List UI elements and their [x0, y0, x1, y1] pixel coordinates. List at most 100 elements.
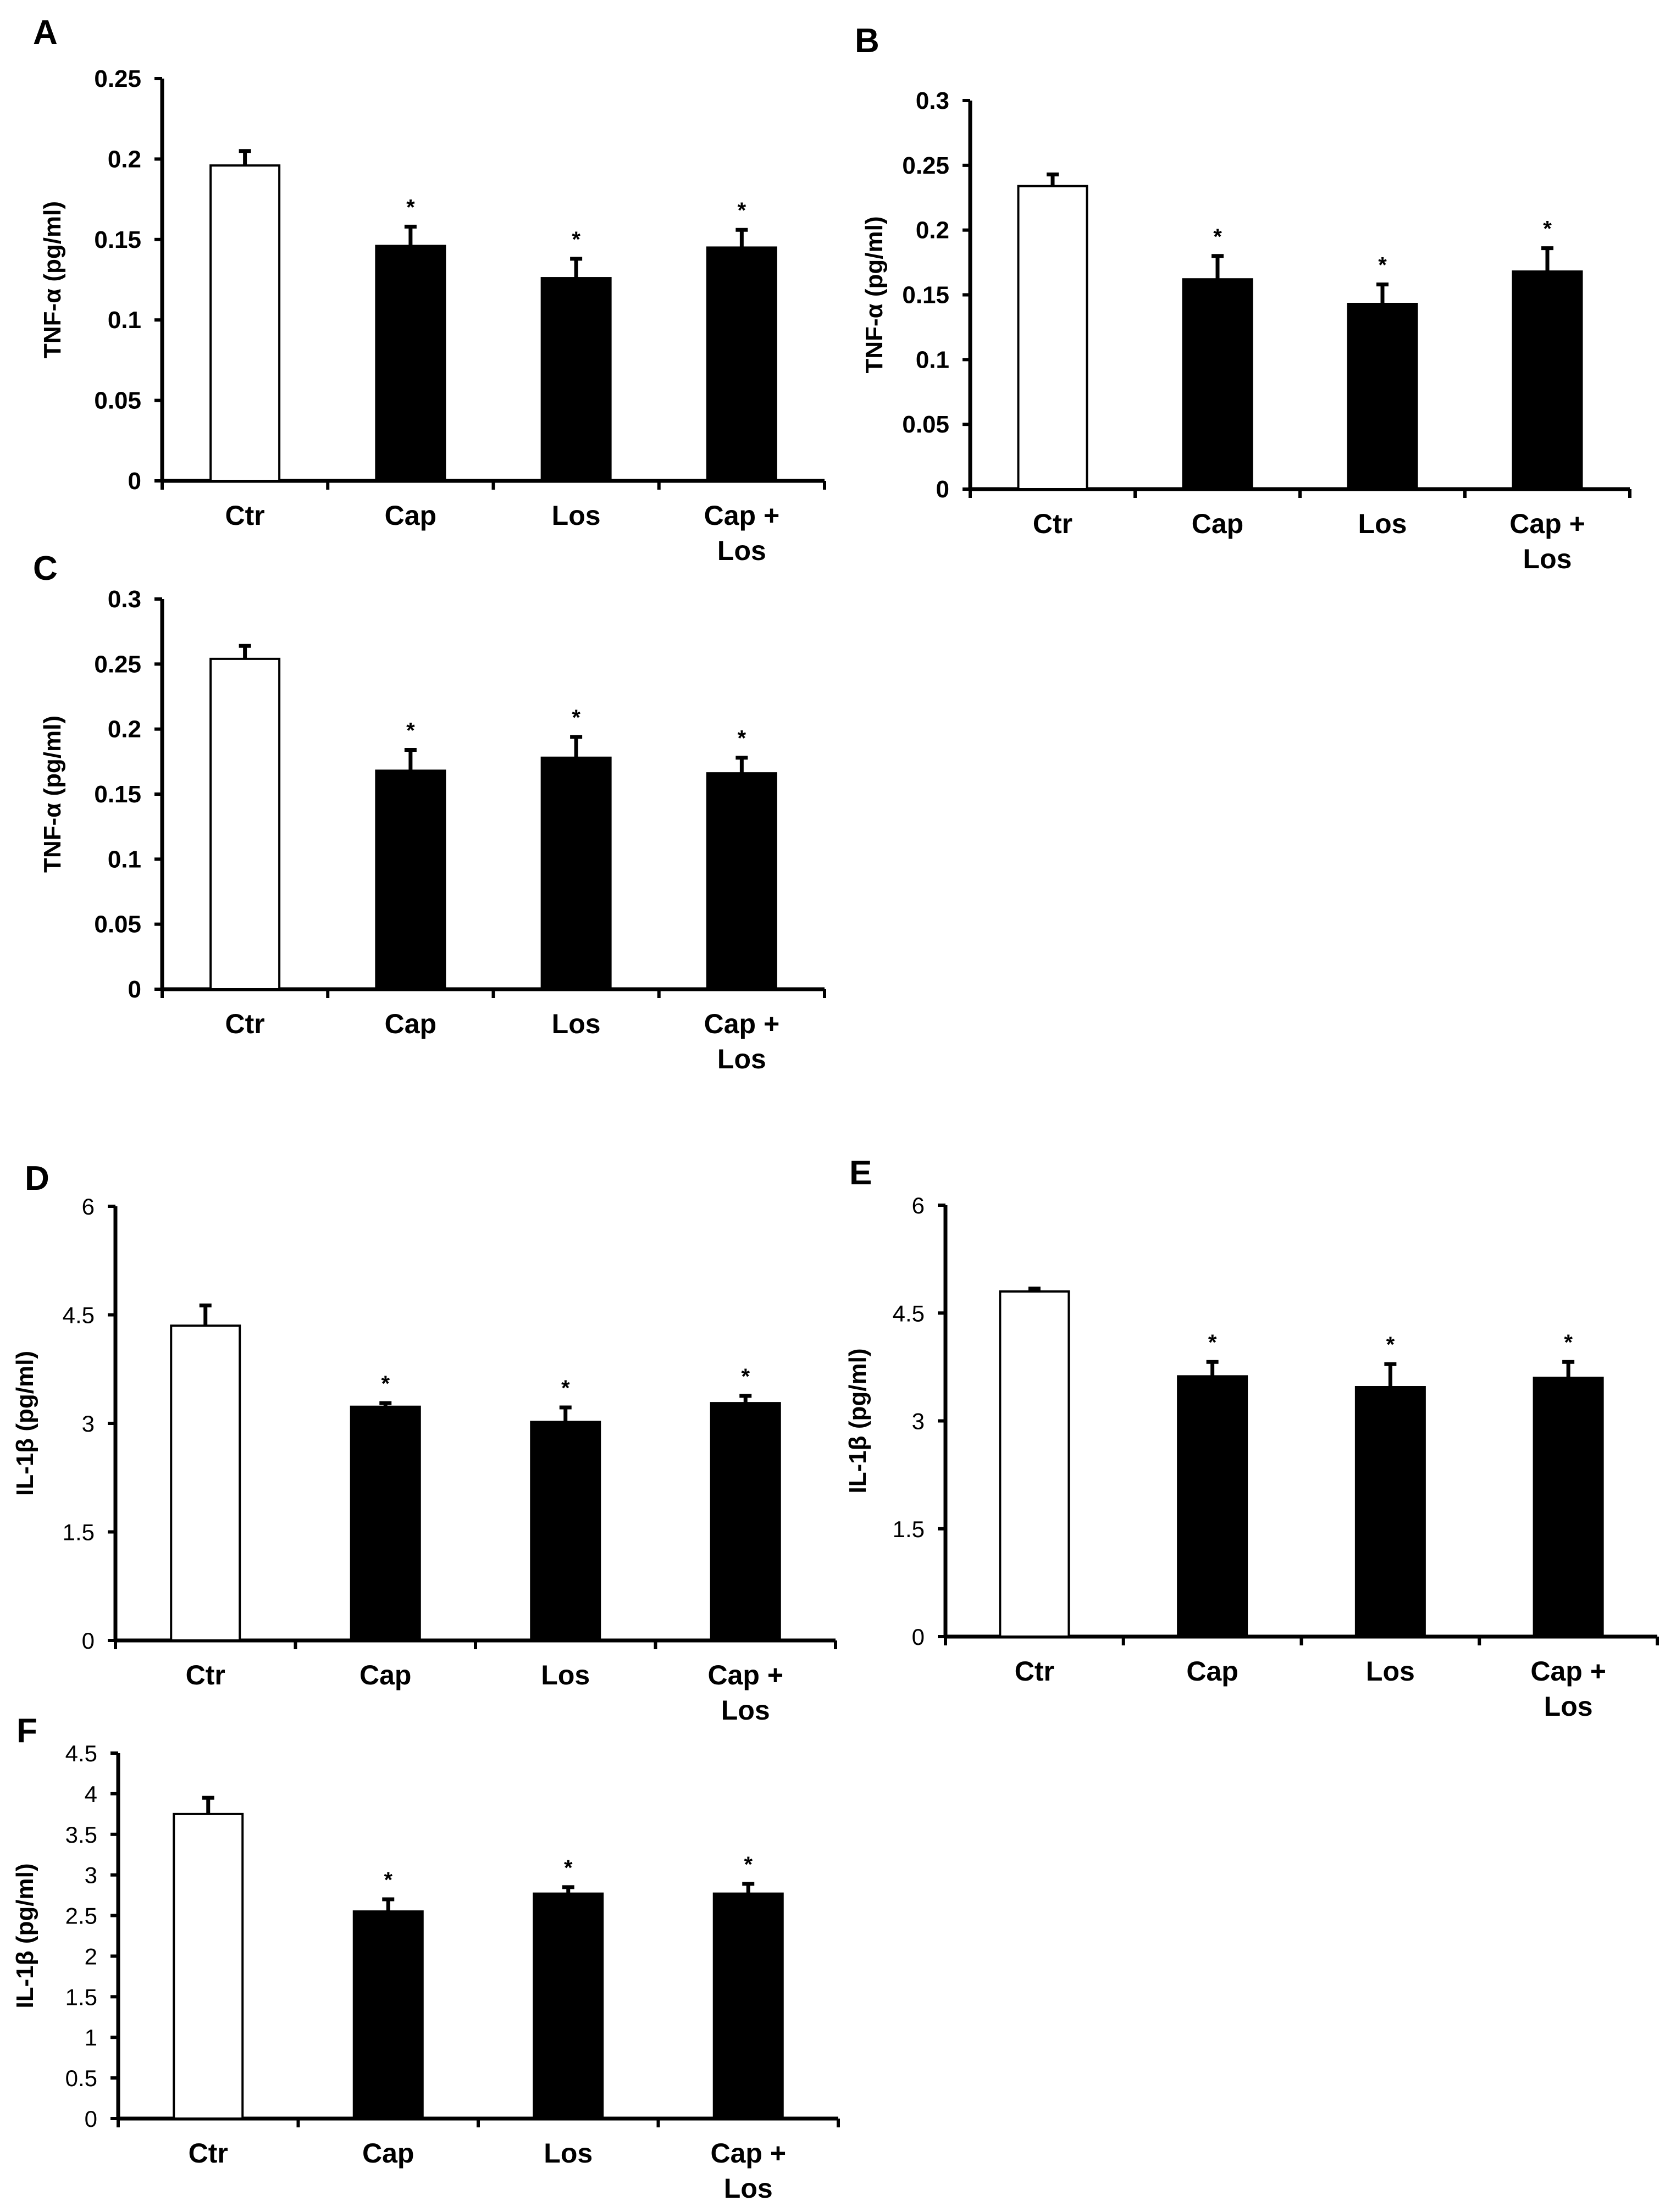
chart-panel-c: C 0 0.05 0.1 0.15 0.2 0.25 0.3 TNF-α (pg/ml) Ctr *… [33, 550, 826, 1074]
chart-panel-f: F 0 0.5 1 1.5 2 2.5 3 3.5 4 4.5 IL-1β (pg/ml) Ctr * Ca… [12, 1712, 840, 2204]
y-tick-label: 3 [82, 1411, 95, 1437]
significance-star: * [1386, 1333, 1395, 1357]
y-axis-label: IL-1β (pg/ml) [844, 1349, 871, 1494]
significance-star: * [381, 1372, 390, 1396]
significance-star: * [1213, 225, 1222, 249]
y-tick-label: 0.15 [902, 282, 949, 309]
panel-label: C [33, 550, 58, 587]
y-tick-label: 0 [912, 1624, 925, 1650]
y-tick-label: 0.25 [902, 152, 949, 179]
panel-label: B [855, 22, 880, 60]
y-tick-label: 4.5 [65, 1740, 97, 1766]
significance-star: * [572, 706, 580, 730]
x-category-label: Los [552, 500, 601, 531]
significance-star: * [738, 727, 746, 751]
x-category-label: Cap + Los [1530, 1656, 1606, 1722]
significance-star: * [561, 1376, 570, 1400]
significance-star: * [406, 195, 415, 219]
y-tick-label: 1 [85, 2025, 97, 2050]
y-tick-label: 4.5 [63, 1302, 95, 1328]
y-tick-label: 0.5 [65, 2065, 97, 2091]
significance-star: * [1543, 217, 1552, 241]
x-category-label: Los [544, 2138, 593, 2169]
bar-cap-los [1533, 1377, 1604, 1638]
x-category-label: Cap + Los [710, 2138, 786, 2204]
y-tick-label: 6 [82, 1194, 95, 1219]
y-tick-label: 0.1 [916, 346, 949, 373]
x-category-label: Cap [359, 1660, 411, 1690]
bar-ctr [1017, 185, 1088, 491]
x-category-label: Los [541, 1660, 590, 1690]
significance-star: * [738, 198, 746, 223]
panel-label: E [849, 1154, 872, 1192]
panel-label: A [33, 14, 58, 52]
bar-los [540, 756, 612, 990]
bar-los [530, 1421, 601, 1642]
bar-ctr [173, 1812, 244, 2120]
y-tick-label: 0.1 [108, 307, 141, 334]
y-tick-label: 1.5 [63, 1520, 95, 1545]
y-tick-label: 2.5 [65, 1903, 97, 1929]
y-tick-label: 0 [128, 468, 141, 495]
bar-los [1347, 302, 1418, 490]
y-tick-label: 1.5 [893, 1516, 925, 1542]
y-tick-label: 0 [85, 2106, 97, 2132]
y-tick-label: 0.25 [94, 651, 141, 678]
x-category-label: Cap [385, 500, 436, 531]
y-tick-label: 0.05 [94, 911, 141, 938]
chart-panel-a: A 0 0.05 0.1 0.15 0.2 0.25 TNF-α (pg/ml) Ctr * Cap… [33, 14, 826, 566]
x-category-label: Ctr [225, 1008, 265, 1039]
significance-star: * [744, 1853, 753, 1877]
bar-cap-los [710, 1402, 781, 1642]
significance-star: * [1564, 1330, 1573, 1355]
x-category-label: Cap [1192, 508, 1243, 539]
y-tick-label: 6 [912, 1193, 925, 1218]
y-axis-label: TNF-α (pg/ml) [39, 201, 66, 358]
x-category-label: Ctr [189, 2138, 228, 2169]
bar-cap [375, 769, 446, 991]
y-tick-label: 0.3 [916, 87, 949, 114]
x-category-label: Los [1366, 1656, 1415, 1687]
y-tick-label: 0.2 [916, 217, 949, 244]
bar-cap [350, 1405, 421, 1642]
y-tick-label: 0.2 [108, 716, 141, 743]
y-tick-label: 0 [128, 976, 141, 1003]
bar-cap-los [706, 772, 777, 990]
significance-star: * [1208, 1330, 1217, 1355]
x-category-label: Cap [1186, 1656, 1238, 1687]
x-category-label: Cap [362, 2138, 414, 2169]
y-tick-label: 0 [936, 476, 949, 503]
bar-cap-los [706, 246, 777, 482]
significance-star: * [564, 1856, 573, 1880]
bar-los [533, 1892, 604, 2120]
y-tick-label: 0.2 [108, 146, 141, 173]
y-tick-label: 0.3 [108, 586, 141, 613]
y-axis-label: TNF-α (pg/ml) [39, 716, 66, 873]
x-category-label: Los [552, 1008, 601, 1039]
y-axis-label: IL-1β (pg/ml) [12, 1864, 38, 2009]
bar-cap-los [712, 1892, 784, 2120]
significance-star: * [1378, 253, 1387, 278]
y-axis-label: IL-1β (pg/ml) [12, 1351, 38, 1496]
bar-cap [1177, 1375, 1248, 1638]
y-tick-label: 4.5 [893, 1300, 925, 1326]
bar-ctr [999, 1290, 1070, 1638]
y-tick-label: 3 [912, 1409, 925, 1434]
x-category-label: Cap + Los [704, 1008, 780, 1074]
y-tick-label: 1.5 [65, 1984, 97, 2010]
y-tick-label: 0.05 [94, 387, 141, 414]
chart-panel-b: B 0 0.05 0.1 0.15 0.2 0.25 0.3 TNF-α (pg/ml) Ctr *… [855, 22, 1631, 574]
bar-cap [352, 1910, 424, 2120]
y-axis-label: TNF-α (pg/ml) [861, 216, 888, 373]
significance-star: * [384, 1868, 392, 1892]
x-category-label: Los [1358, 508, 1407, 539]
panel-label: D [25, 1160, 49, 1198]
significance-star: * [406, 719, 415, 743]
chart-panel-e: E 0 1.5 3 4.5 6 IL-1β (pg/ml) Ctr * Cap * Los * Cap +… [844, 1154, 1659, 1722]
bar-cap-los [1512, 270, 1583, 490]
bar-los [1354, 1386, 1426, 1638]
y-tick-label: 0 [82, 1628, 95, 1654]
y-tick-label: 0.15 [94, 226, 141, 253]
y-tick-label: 0.15 [94, 781, 141, 808]
bar-ctr [209, 164, 281, 482]
